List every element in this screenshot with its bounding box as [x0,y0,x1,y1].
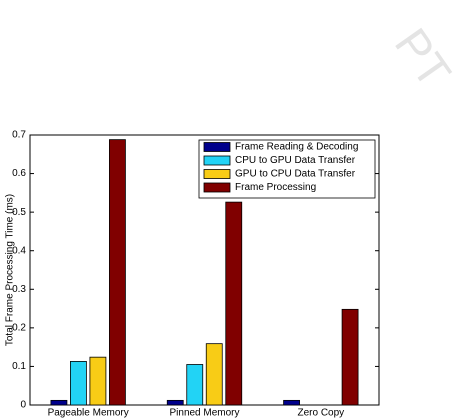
y-tick-label: 0.2 [12,322,26,333]
bar [341,308,359,406]
legend-label: GPU to CPU Data Transfer [235,169,356,180]
watermark: PT [385,19,461,97]
bar [186,364,204,406]
bar [70,361,87,406]
bar [225,201,243,406]
y-tick-label: 0.1 [12,361,26,372]
y-tick-label: 0.7 [12,130,26,141]
legend-swatch [203,182,231,193]
y-axis-label: Total Frame Processing Time (ms) [5,194,16,346]
y-tick-label: 0.6 [12,168,26,179]
y-tick-label: 0.4 [12,245,26,256]
legend-swatch [203,169,231,179]
x-tick-label: Pageable Memory [48,408,129,419]
legend-swatch [203,155,231,166]
bar [50,399,68,406]
bar [166,399,184,406]
legend-label: Frame Reading & Decoding [235,142,358,153]
y-tick-label: 0 [20,400,26,411]
bar [205,343,223,406]
bar [109,139,126,406]
x-tick-label: Zero Copy [297,408,344,419]
y-tick-label: 0.3 [12,284,26,295]
legend-label: CPU to GPU Data Transfer [235,155,356,166]
x-tick-label: Pinned Memory [169,408,239,419]
y-tick-label: 0.5 [12,207,26,218]
bar [89,356,107,406]
bar [283,399,300,406]
legend-label: Frame Processing [235,182,316,193]
legend-swatch [203,142,231,152]
